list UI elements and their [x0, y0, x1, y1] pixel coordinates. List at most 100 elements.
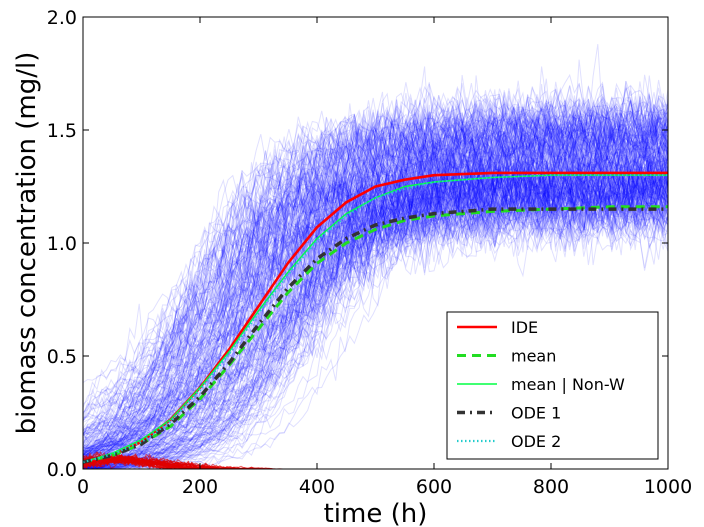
trajectory-line — [83, 114, 668, 457]
trajectory-line — [83, 44, 668, 384]
trajectory-line — [83, 169, 668, 469]
trajectory-line — [83, 137, 668, 466]
trajectory-line — [83, 97, 668, 419]
trajectory-line — [83, 92, 668, 469]
trajectory-line — [83, 117, 668, 436]
trajectory-line — [83, 195, 668, 460]
trajectory-line — [83, 159, 668, 464]
trajectory-line — [83, 153, 668, 467]
trajectory-line — [83, 159, 668, 455]
trajectory-line — [83, 139, 668, 467]
trajectory-line — [83, 95, 668, 457]
trajectory-line — [83, 164, 668, 466]
trajectory-line — [83, 203, 668, 469]
trajectory-line — [83, 201, 668, 448]
trajectory-line — [83, 188, 668, 456]
trajectory-line — [83, 183, 668, 465]
trajectory-line — [83, 175, 668, 432]
trajectory-line — [83, 177, 668, 446]
trajectory-line — [83, 104, 668, 465]
trajectory-line — [83, 88, 668, 408]
trajectory-line — [83, 167, 668, 449]
trajectory-line — [83, 159, 668, 458]
trajectory-line — [83, 117, 668, 466]
trajectory-line — [83, 172, 668, 463]
trajectory-line — [83, 98, 668, 459]
trajectory-line — [83, 164, 668, 423]
trajectory-line — [83, 100, 668, 454]
trajectory-line — [83, 160, 668, 469]
trajectory-line — [83, 181, 668, 465]
trajectory-line — [83, 131, 668, 448]
tick-group: 0 200 400 600 800 1000 0.0 0.5 1.0 1.5 2.0 — [47, 7, 692, 498]
trajectory-line — [83, 192, 668, 469]
trajectory-line — [83, 170, 668, 419]
trajectory-line — [83, 93, 668, 459]
trajectory-line — [83, 159, 668, 468]
trajectory-line — [83, 147, 668, 448]
trajectory-line — [83, 136, 668, 469]
trajectory-line — [83, 154, 668, 421]
trajectory-line — [83, 98, 668, 462]
trajectory-line — [83, 159, 668, 415]
trajectory-line — [83, 115, 668, 457]
trajectory-line — [83, 110, 668, 468]
trajectory-line — [83, 110, 668, 405]
legend-label: mean — [511, 347, 556, 366]
trajectory-line — [83, 180, 668, 462]
trajectory-line — [83, 137, 668, 453]
trajectory-line — [83, 83, 668, 469]
y-tick-label: 0.0 — [47, 459, 77, 481]
x-axis-label: time (h) — [324, 499, 428, 527]
trajectory-line — [83, 170, 668, 453]
trajectory-line — [83, 165, 668, 465]
trajectory-line — [83, 89, 668, 456]
trajectory-line — [83, 93, 668, 452]
legend-label: mean | Non-W — [511, 375, 625, 394]
trajectory-line — [83, 109, 668, 453]
trajectory-line — [83, 118, 668, 434]
x-tick-label: 1000 — [644, 476, 692, 498]
series-line-1 — [83, 205, 668, 464]
trajectory-line — [83, 115, 668, 462]
trajectory-line — [83, 149, 668, 433]
trajectory-line — [83, 164, 668, 468]
trajectory-line — [83, 144, 668, 435]
trajectory-line — [83, 176, 668, 456]
trajectory-line — [83, 157, 668, 462]
trajectory-line — [83, 144, 668, 463]
trajectory-line — [83, 171, 668, 465]
trajectory-line — [83, 145, 668, 469]
trajectory-line — [83, 111, 668, 457]
trajectory-line — [83, 121, 668, 437]
series-group — [83, 171, 668, 464]
trajectory-line — [83, 167, 668, 457]
trajectory-line — [83, 156, 668, 430]
trajectory-line — [83, 95, 668, 446]
trajectory-line — [83, 196, 668, 436]
trajectory-line — [83, 119, 668, 459]
trajectory-line — [83, 91, 668, 437]
trajectory-line — [83, 105, 668, 435]
trajectory-line — [83, 105, 668, 469]
trajectory-line — [83, 176, 668, 467]
trajectory-line — [83, 89, 668, 469]
trajectory-line — [83, 190, 668, 461]
trajectory-line — [83, 148, 668, 451]
trajectory-line — [83, 109, 668, 459]
trajectory-line — [83, 113, 668, 469]
trajectory-line — [83, 153, 668, 417]
trajectory-line — [83, 152, 668, 441]
trajectory-line — [83, 110, 668, 467]
trajectory-line — [83, 98, 668, 463]
trajectory-line — [83, 131, 668, 448]
y-axis-label: biomass concentration (mg/l) — [12, 52, 42, 435]
trajectory-line — [83, 73, 668, 469]
trajectory-line — [83, 104, 668, 420]
trajectory-line — [83, 136, 668, 466]
trajectory-line — [83, 94, 668, 466]
trajectory-line — [83, 90, 668, 463]
trajectory-line — [83, 129, 668, 467]
trajectory-line — [83, 150, 668, 451]
trajectory-line — [83, 178, 668, 469]
